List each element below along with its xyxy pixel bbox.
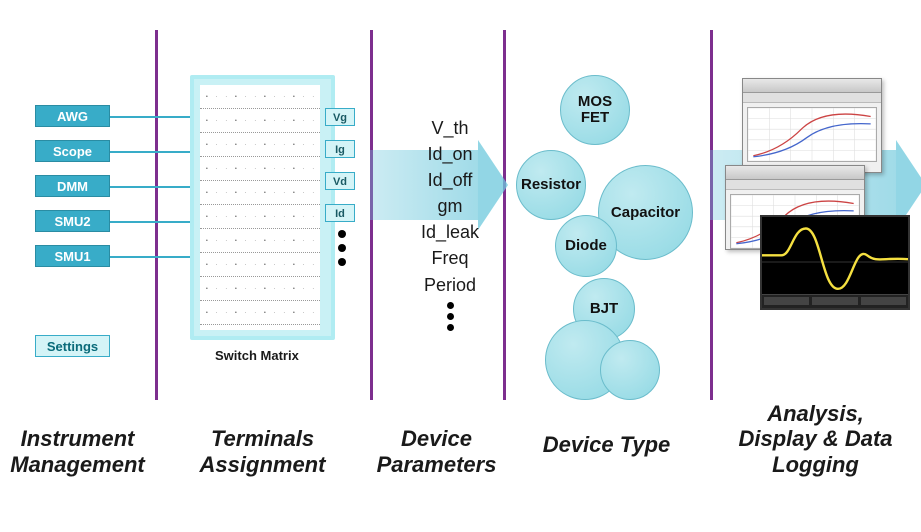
settings-button[interactable]: Settings [35,335,110,357]
title-text: DeviceParameters [377,426,497,476]
matrix-row: •··•··•··•·· [200,157,320,181]
title-terminals-assignment: TerminalsAssignment [155,426,370,477]
terminal-vg[interactable]: Vg [325,108,355,126]
window-toolbar [726,180,864,190]
title-text: Analysis,Display & DataLogging [738,401,892,477]
instrument-dmm[interactable]: DMM [35,175,110,197]
parameter-item: V_th [400,115,500,141]
terminal-vd[interactable]: Vd [325,172,355,190]
title-device-type: Device Type [503,432,710,457]
device-mosfet[interactable]: MOSFET [560,75,630,145]
parameter-list: V_thId_onId_offgmId_leakFreqPeriod [400,115,500,335]
oscilloscope-screen [760,215,910,310]
ellipsis-dot [338,258,346,266]
switch-matrix-panel: •··•··•··•··•··•··•··•··•··•··•··•··•··•… [190,75,335,340]
matrix-row: •··•··•··•·· [200,181,320,205]
analysis-window-1 [742,78,882,173]
graph-area [747,107,877,162]
scope-toolbar [762,294,908,308]
window-titlebar [743,79,881,93]
matrix-row: •··•··•··•·· [200,133,320,157]
matrix-row: •··•··•··•·· [200,253,320,277]
instrument-smu2[interactable]: SMU2 [35,210,110,232]
matrix-row: •··•··•··•·· [200,85,320,109]
device-blank[interactable] [600,340,660,400]
title-text: Device Type [543,432,671,457]
parameter-item: Id_leak [400,219,500,245]
switch-matrix-grid: •··•··•··•··•··•··•··•··•··•··•··•··•··•… [200,85,320,330]
instrument-scope[interactable]: Scope [35,140,110,162]
ellipsis-dot [338,230,346,238]
title-instrument-management: InstrumentManagement [0,426,155,477]
parameter-item: Period [400,272,500,298]
matrix-row: •··•··•··•·· [200,205,320,229]
parameter-item: Id_off [400,167,500,193]
parameter-ellipsis [400,302,500,331]
parameter-item: Freq [400,245,500,271]
terminal-ig[interactable]: Ig [325,140,355,158]
matrix-row: •··•··•··•·· [200,229,320,253]
terminal-id[interactable]: Id [325,204,355,222]
parameter-item: Id_on [400,141,500,167]
window-toolbar [743,93,881,103]
parameter-item: gm [400,193,500,219]
matrix-row: •··•··•··•·· [200,109,320,133]
switch-matrix-label: Switch Matrix [215,348,299,363]
ellipsis-dot [338,244,346,252]
matrix-row: •··•··•··•·· [200,277,320,301]
title-analysis: Analysis,Display & DataLogging [710,401,921,477]
title-text: TerminalsAssignment [200,426,326,476]
matrix-row: •··•··•··•·· [200,301,320,325]
device-resistor[interactable]: Resistor [516,150,586,220]
window-titlebar [726,166,864,180]
title-text: InstrumentManagement [10,426,144,476]
instrument-smu1[interactable]: SMU1 [35,245,110,267]
device-diode[interactable]: Diode [555,215,617,277]
title-device-parameters: DeviceParameters [370,426,503,477]
instrument-awg[interactable]: AWG [35,105,110,127]
